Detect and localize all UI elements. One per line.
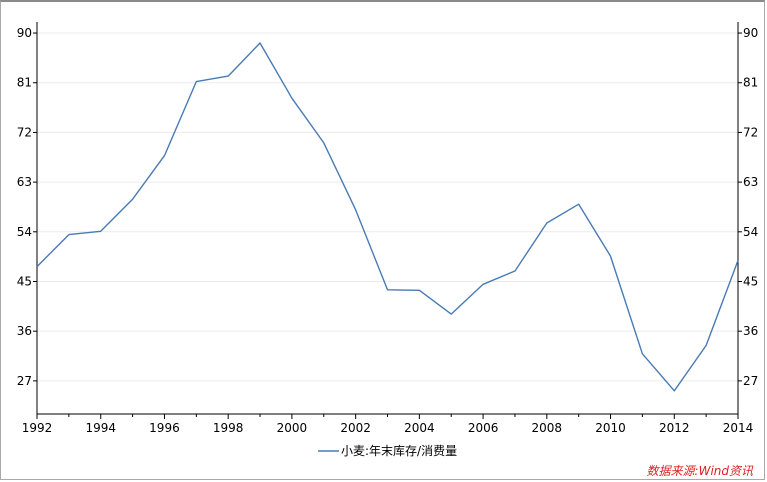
y-tick-label-right-72: 72 xyxy=(743,125,758,139)
y-tick-label-left-81: 81 xyxy=(17,76,32,90)
x-tick-label-1998: 1998 xyxy=(213,421,244,435)
x-tick-label-1994: 1994 xyxy=(85,421,116,435)
y-tick-label-left-90: 90 xyxy=(17,26,32,40)
x-tick-label-2012: 2012 xyxy=(659,421,690,435)
x-tick-label-2000: 2000 xyxy=(277,421,308,435)
series-group xyxy=(36,42,739,392)
y-tick-label-left-27: 27 xyxy=(17,374,32,388)
y-tick-label-right-81: 81 xyxy=(743,76,758,90)
x-tick-label-1996: 1996 xyxy=(149,421,180,435)
y-axis-left-ticks: 27 36 45 54 63 72 81 90 xyxy=(17,26,37,388)
axes xyxy=(36,22,739,415)
series-line-0 xyxy=(36,42,739,392)
y-tick-label-right-36: 36 xyxy=(743,324,758,338)
y-tick-label-left-63: 63 xyxy=(17,175,32,189)
x-tick-label-2002: 2002 xyxy=(340,421,371,435)
x-tick-label-2014: 2014 xyxy=(723,421,754,435)
x-tick-label-2008: 2008 xyxy=(532,421,563,435)
y-tick-label-left-54: 54 xyxy=(17,225,32,239)
y-tick-label-left-36: 36 xyxy=(17,324,32,338)
y-tick-label-left-72: 72 xyxy=(17,125,32,139)
y-tick-label-right-54: 54 xyxy=(743,225,758,239)
x-axis-ticks: 1992 1994 1996 1998 2000 2002 2004 2006 2008 2010… xyxy=(22,414,754,435)
x-tick-label-1992: 1992 xyxy=(22,421,53,435)
x-tick-label-2006: 2006 xyxy=(468,421,499,435)
y-axis-right-ticks: 27 36 45 54 63 72 81 90 xyxy=(738,26,758,388)
source-note: 数据来源:Wind资讯 xyxy=(646,464,753,478)
legend: 小麦:年末库存/消费量 xyxy=(318,443,457,458)
y-tick-label-right-90: 90 xyxy=(743,26,758,40)
y-tick-label-right-45: 45 xyxy=(743,274,758,288)
y-tick-label-left-45: 45 xyxy=(17,274,32,288)
y-tick-label-right-63: 63 xyxy=(743,175,758,189)
x-tick-label-2004: 2004 xyxy=(404,421,435,435)
legend-label: 小麦:年末库存/消费量 xyxy=(341,443,457,458)
y-tick-label-right-27: 27 xyxy=(743,374,758,388)
grid-lines xyxy=(37,32,738,382)
x-tick-label-2010: 2010 xyxy=(595,421,626,435)
